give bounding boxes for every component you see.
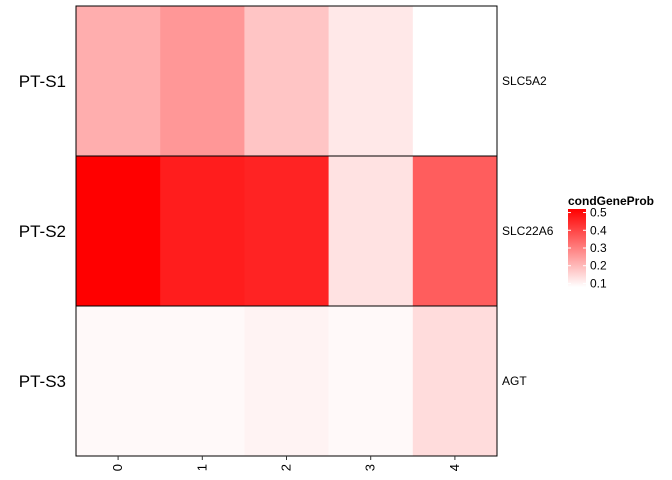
color-legend: condGeneProb 0.1 0.2 0.3 0.4 0.5	[568, 194, 654, 290]
legend-color-bar	[568, 209, 586, 287]
heatmap-cell-PT-S1-3	[328, 6, 414, 157]
gene-labels: SLC5A2 SLC22A6 AGT	[502, 74, 554, 388]
legend-ticks: 0.1 0.2 0.3 0.4 0.5	[568, 206, 607, 290]
heatmap-cell-PT-S1-2	[244, 6, 330, 157]
heatmap-cell-PT-S2-1	[160, 156, 245, 307]
heatmap-cell-PT-S2-4	[412, 156, 498, 307]
row-group-labels: PT-S1 PT-S2 PT-S3	[19, 72, 66, 391]
heatmap-cell-PT-S3-2	[244, 306, 330, 457]
x-tick-label-3: 3	[363, 464, 378, 471]
legend-tick-label-0.3: 0.3	[590, 241, 607, 255]
heatmap-cell-PT-S1-1	[160, 6, 245, 157]
legend-tick-label-0.1: 0.1	[590, 276, 607, 290]
heatmap-cells	[76, 6, 498, 457]
gene-label-SLC22A6: SLC22A6	[502, 224, 554, 238]
heatmap-cell-PT-S3-3	[328, 306, 414, 457]
row-group-label-PT-S3: PT-S3	[19, 372, 66, 391]
heatmap-cell-PT-S2-3	[328, 156, 414, 307]
heatmap-cell-PT-S3-1	[160, 306, 245, 457]
legend-tick-label-0.2: 0.2	[590, 259, 607, 273]
heatmap-cell-PT-S2-2	[244, 156, 330, 307]
gene-label-SLC5A2: SLC5A2	[502, 74, 547, 88]
heatmap-cell-PT-S3-0	[76, 306, 161, 457]
gene-label-AGT: AGT	[502, 374, 527, 388]
heatmap-cell-PT-S2-0	[76, 156, 161, 307]
x-tick-label-1: 1	[194, 464, 209, 471]
legend-tick-label-0.5: 0.5	[590, 206, 607, 220]
x-tick-label-2: 2	[279, 464, 294, 471]
row-group-label-PT-S2: PT-S2	[19, 222, 66, 241]
x-tick-label-4: 4	[447, 464, 462, 471]
x-axis-ticks: 0 1 2 3 4	[110, 456, 462, 471]
legend-title: condGeneProb	[568, 194, 654, 208]
row-group-label-PT-S1: PT-S1	[19, 72, 66, 91]
heatmap-cell-PT-S1-4	[412, 6, 498, 157]
heatmap-cell-PT-S3-4	[412, 306, 498, 457]
x-tick-label-0: 0	[110, 464, 125, 471]
heatmap-cell-PT-S1-0	[76, 6, 161, 157]
legend-tick-label-0.4: 0.4	[590, 223, 607, 237]
